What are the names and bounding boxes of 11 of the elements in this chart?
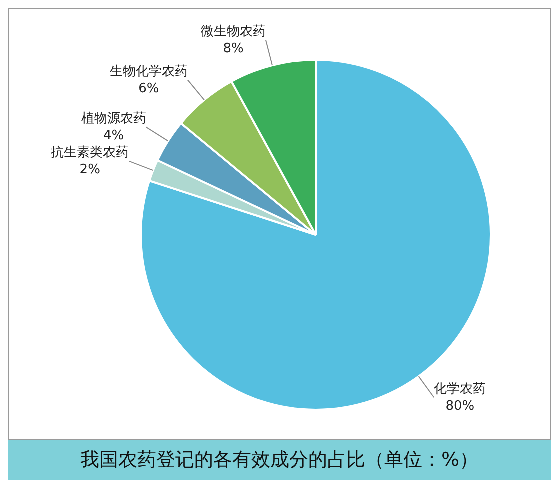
data-label: 2%	[80, 162, 100, 178]
slice-label: 生物化学农药	[110, 64, 188, 80]
data-label: 80%	[446, 398, 475, 414]
slice-label: 抗生素类农药	[51, 146, 130, 161]
slice-label: 微生物农药	[201, 24, 266, 40]
slice-label: 化学农药	[434, 382, 486, 397]
data-label: 4%	[103, 128, 124, 144]
data-label: 6%	[138, 82, 160, 96]
data-label: 8%	[223, 42, 244, 57]
text: 我国农药登记的各有效成分的占比（单位：%）	[8, 440, 551, 480]
slice-label: 植物源农药	[81, 112, 146, 127]
